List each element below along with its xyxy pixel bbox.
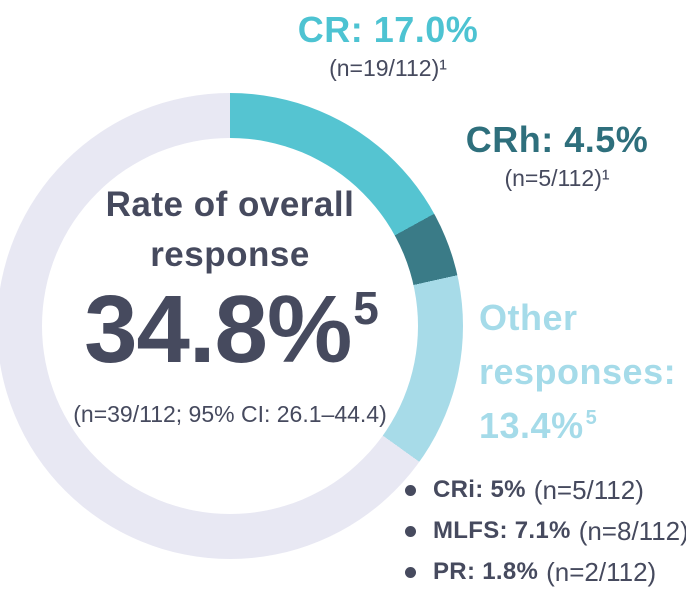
list-item-cri: CRi: 5% (n=5/112) [405,474,686,505]
center-value-number: 34.8% [84,276,352,383]
pr-label: PR: 1.8% [433,558,539,585]
donut-hole [42,138,418,514]
center-title-line1: Rate of overall [105,185,355,224]
cri-detail: (n=5/112) [533,474,644,505]
mlfs-detail: (n=8/112) [578,515,686,546]
center-value: 34.8%5 [40,280,420,396]
other-line1: Other [479,297,578,338]
center-title-line2: response [150,235,310,274]
bullet-dot-icon [405,525,416,537]
pr-detail: (n=2/112) [546,556,657,587]
cr-title: CR: 17.0% [297,9,479,50]
donut-chart [0,93,463,559]
list-item-mlfs: MLFS: 7.1% (n=8/112) [405,515,686,546]
segment-label-other-responses: Other responses: 13.4% 5 [479,291,676,459]
center-value-footnote: 5 [353,282,379,334]
mlfs-label: MLFS: 7.1% [433,517,571,544]
other-value: 13.4% 5 [479,399,676,459]
bullet-dot-icon [405,566,416,578]
cr-subtitle: (n=19/112)¹ [329,55,447,81]
other-line2: responses: [479,351,677,392]
other-breakdown-list: CRi: 5% (n=5/112) MLFS: 7.1% (n=8/112) P… [405,474,686,596]
bullet-dot-icon [405,484,416,496]
segment-label-crh: CRh: 4.5% (n=5/112)¹ [447,118,667,194]
list-item-pr: PR: 1.8% (n=2/112) [405,556,686,587]
crh-title: CRh: 4.5% [465,119,649,160]
donut-center-label: Rate of overall response 34.8%5 (n=39/11… [40,180,420,428]
other-value-footnote: 5 [585,407,598,429]
crh-subtitle: (n=5/112)¹ [504,165,610,191]
cri-label: CRi: 5% [433,476,526,503]
segment-label-cr: CR: 17.0% (n=19/112)¹ [263,8,513,84]
other-value-number: 13.4% [479,405,584,446]
center-detail: (n=39/112; 95% CI: 26.1–44.4) [73,401,387,427]
